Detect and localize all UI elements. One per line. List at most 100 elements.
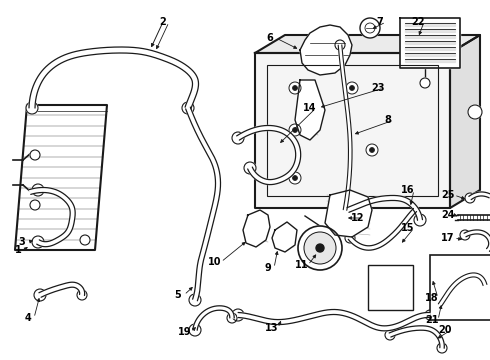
Circle shape (232, 132, 244, 144)
Circle shape (366, 144, 378, 156)
Text: 21: 21 (425, 315, 439, 325)
Polygon shape (439, 273, 487, 306)
Polygon shape (15, 105, 107, 250)
Polygon shape (243, 210, 270, 247)
Bar (368, 265, 413, 310)
Bar (267, 65, 438, 196)
Circle shape (289, 124, 301, 136)
Circle shape (345, 233, 355, 243)
Text: 17: 17 (441, 233, 455, 243)
Text: 1: 1 (15, 245, 22, 255)
Polygon shape (405, 41, 455, 44)
Text: 7: 7 (377, 17, 383, 27)
Circle shape (316, 244, 324, 252)
Polygon shape (469, 192, 490, 199)
Circle shape (304, 232, 336, 264)
Polygon shape (325, 190, 372, 237)
Polygon shape (464, 230, 490, 251)
Polygon shape (272, 222, 297, 252)
Text: 24: 24 (441, 210, 455, 220)
Circle shape (465, 193, 475, 203)
Circle shape (189, 294, 201, 306)
Polygon shape (400, 18, 460, 68)
Circle shape (244, 162, 256, 174)
Circle shape (30, 150, 40, 160)
Polygon shape (29, 47, 198, 109)
Circle shape (34, 289, 46, 301)
Circle shape (32, 184, 44, 196)
Circle shape (480, 280, 490, 290)
Circle shape (369, 148, 374, 153)
Text: 3: 3 (19, 237, 25, 247)
Polygon shape (347, 195, 422, 220)
Polygon shape (405, 53, 455, 56)
Circle shape (26, 102, 38, 114)
Circle shape (293, 85, 297, 90)
Circle shape (32, 236, 44, 248)
Circle shape (460, 230, 470, 240)
Circle shape (435, 300, 445, 310)
Polygon shape (29, 188, 75, 247)
Text: 6: 6 (267, 33, 273, 43)
Circle shape (232, 309, 244, 321)
Circle shape (289, 172, 301, 184)
Text: 15: 15 (401, 223, 415, 233)
Text: 4: 4 (24, 313, 31, 323)
Polygon shape (338, 45, 352, 210)
Text: 19: 19 (178, 327, 192, 337)
Text: 20: 20 (438, 325, 452, 335)
Bar (430, 255, 490, 320)
Polygon shape (193, 306, 234, 330)
Polygon shape (255, 53, 450, 208)
Polygon shape (255, 35, 480, 53)
Text: 13: 13 (265, 323, 279, 333)
Polygon shape (348, 208, 416, 250)
Circle shape (293, 127, 297, 132)
Circle shape (360, 18, 380, 38)
Polygon shape (295, 80, 325, 140)
Polygon shape (39, 282, 85, 297)
Text: 14: 14 (303, 103, 317, 113)
Circle shape (80, 235, 90, 245)
Polygon shape (405, 23, 455, 26)
Text: 2: 2 (160, 17, 167, 27)
Polygon shape (300, 25, 352, 75)
Text: 16: 16 (401, 185, 415, 195)
Circle shape (414, 214, 426, 226)
Text: 18: 18 (425, 293, 439, 303)
Text: 25: 25 (441, 190, 455, 200)
Circle shape (335, 40, 345, 50)
Text: 8: 8 (385, 115, 392, 125)
Circle shape (346, 82, 358, 94)
Text: 11: 11 (295, 260, 309, 270)
Text: 12: 12 (351, 213, 365, 223)
Polygon shape (450, 35, 480, 208)
Polygon shape (405, 59, 455, 62)
Circle shape (437, 343, 447, 353)
Circle shape (425, 310, 435, 320)
Text: 23: 23 (371, 83, 385, 93)
Circle shape (289, 82, 301, 94)
Text: 5: 5 (174, 290, 181, 300)
Circle shape (30, 200, 40, 210)
Polygon shape (405, 35, 455, 38)
Circle shape (227, 313, 237, 323)
Circle shape (77, 290, 87, 300)
Circle shape (420, 78, 430, 88)
Polygon shape (238, 310, 430, 331)
Circle shape (385, 330, 395, 340)
Polygon shape (186, 107, 220, 301)
Circle shape (349, 85, 354, 90)
Circle shape (468, 105, 482, 119)
Text: 22: 22 (411, 17, 425, 27)
Circle shape (340, 205, 350, 215)
Text: 9: 9 (265, 263, 271, 273)
Circle shape (298, 226, 342, 270)
Polygon shape (237, 126, 301, 185)
Polygon shape (389, 326, 444, 348)
Polygon shape (405, 29, 455, 32)
Circle shape (189, 324, 201, 336)
Polygon shape (405, 47, 455, 50)
Circle shape (182, 102, 194, 114)
Circle shape (293, 175, 297, 180)
